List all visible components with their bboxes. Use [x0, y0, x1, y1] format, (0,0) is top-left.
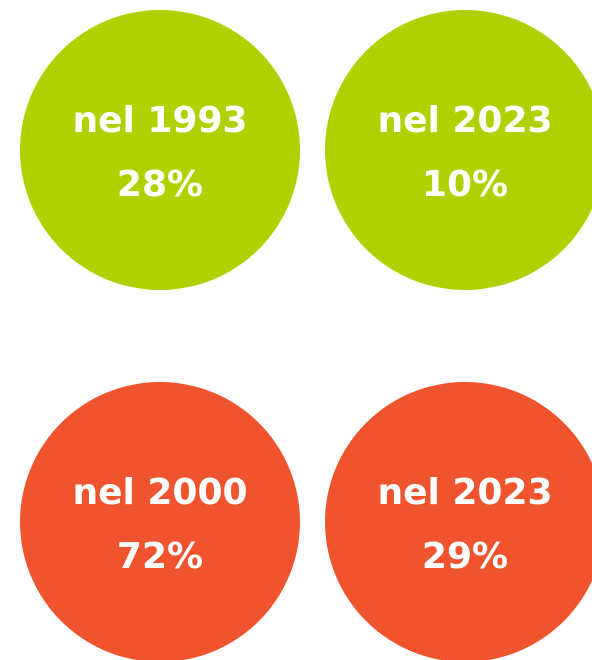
- stat-label: nel 2023: [377, 472, 552, 513]
- stat-label: nel 1993: [72, 100, 247, 141]
- stat-circle: [325, 382, 592, 660]
- stat-label: nel 2000: [72, 472, 247, 513]
- stat-circle: [325, 10, 592, 290]
- stat-value: 10%: [422, 164, 508, 205]
- stat-value: 28%: [117, 164, 203, 205]
- stat-label: nel 2023: [377, 100, 552, 141]
- stat-value: 29%: [422, 536, 508, 577]
- stat-value: 72%: [117, 536, 203, 577]
- stat-circle: [20, 10, 300, 290]
- stat-circle: [20, 382, 300, 660]
